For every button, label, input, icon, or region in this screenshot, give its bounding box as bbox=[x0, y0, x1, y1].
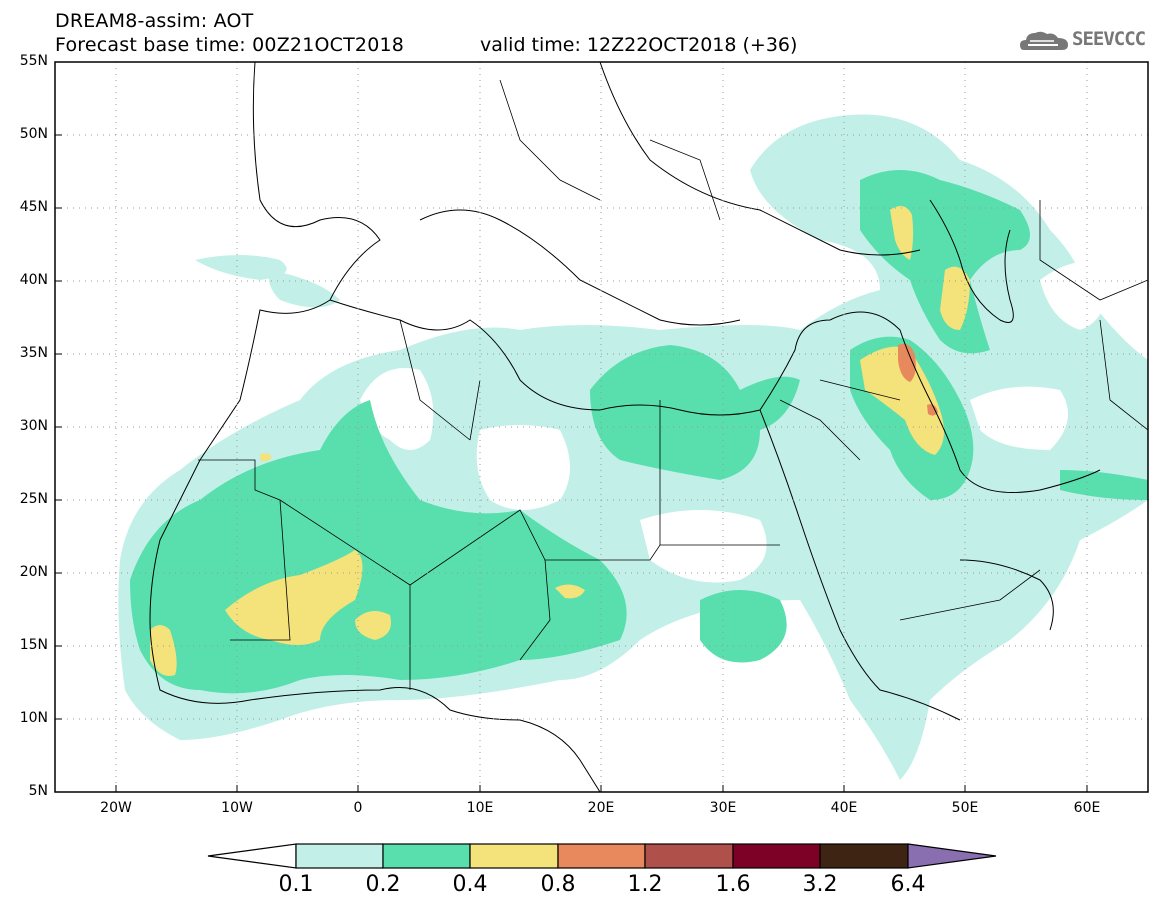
lon-label-10w: 10W bbox=[221, 800, 253, 816]
logo-text: SEEVCCC bbox=[1072, 28, 1146, 50]
colorbar-swatch-6 bbox=[732, 843, 821, 869]
lat-label-30n: 30N bbox=[19, 418, 48, 434]
coastlines bbox=[149, 62, 1101, 792]
lat-label-35n: 35N bbox=[19, 345, 48, 361]
colorbar-label-6.4: 6.4 bbox=[890, 872, 926, 897]
map-title: DREAM8-assim: AOT bbox=[55, 10, 254, 32]
lon-label-50e: 50E bbox=[951, 800, 979, 816]
forecast-base-time: Forecast base time: 00Z21OCT2018 bbox=[55, 34, 405, 56]
colorbar-label-0.4: 0.4 bbox=[452, 872, 488, 897]
colorbar-swatch-4 bbox=[557, 843, 646, 869]
lat-label-55n: 55N bbox=[19, 53, 48, 69]
lon-label-20w: 20W bbox=[100, 800, 132, 816]
lat-label-45n: 45N bbox=[19, 199, 48, 215]
colorbar-swatch-2 bbox=[382, 843, 471, 869]
colorbar-swatch-1 bbox=[295, 843, 384, 869]
aot-field-0.4 bbox=[150, 206, 970, 676]
lon-label-0: 0 bbox=[353, 800, 363, 816]
colorbar-swatch-3 bbox=[469, 843, 559, 869]
colorbar-label-1.2: 1.2 bbox=[627, 872, 663, 897]
cloud-icon bbox=[1020, 31, 1068, 50]
lat-label-15n: 15N bbox=[19, 637, 48, 653]
borders bbox=[198, 79, 1148, 690]
lat-label-5n: 5N bbox=[28, 783, 48, 799]
colorbar-label-0.2: 0.2 bbox=[365, 872, 401, 897]
graticule bbox=[55, 62, 1148, 792]
colorbar bbox=[207, 843, 997, 869]
aot-field-clear bbox=[360, 262, 1110, 792]
colorbar-over-triangle bbox=[907, 843, 997, 869]
axis-ticks bbox=[55, 61, 1088, 792]
colorbar-label-1.6: 1.6 bbox=[715, 872, 751, 897]
lat-label-50n: 50N bbox=[19, 126, 48, 142]
colorbar-label-3.2: 3.2 bbox=[802, 872, 838, 897]
lat-label-25n: 25N bbox=[19, 491, 48, 507]
colorbar-label-0.1: 0.1 bbox=[278, 872, 314, 897]
lon-label-40e: 40E bbox=[830, 800, 858, 816]
colorbar-under-triangle bbox=[207, 843, 297, 869]
lon-label-20e: 20E bbox=[587, 800, 615, 816]
colorbar-swatch-7 bbox=[819, 843, 909, 869]
lon-label-10e: 10E bbox=[466, 800, 494, 816]
lat-label-20n: 20N bbox=[19, 564, 48, 580]
lat-label-10n: 10N bbox=[19, 710, 48, 726]
colorbar-swatch-5 bbox=[644, 843, 734, 869]
aot-field-0.8 bbox=[898, 343, 938, 416]
valid-time: valid time: 12Z22OCT2018 (+36) bbox=[480, 34, 798, 56]
lat-label-40n: 40N bbox=[19, 272, 48, 288]
lon-label-60e: 60E bbox=[1073, 800, 1101, 816]
colorbar-label-0.8: 0.8 bbox=[540, 872, 576, 897]
lon-label-30e: 30E bbox=[709, 800, 737, 816]
